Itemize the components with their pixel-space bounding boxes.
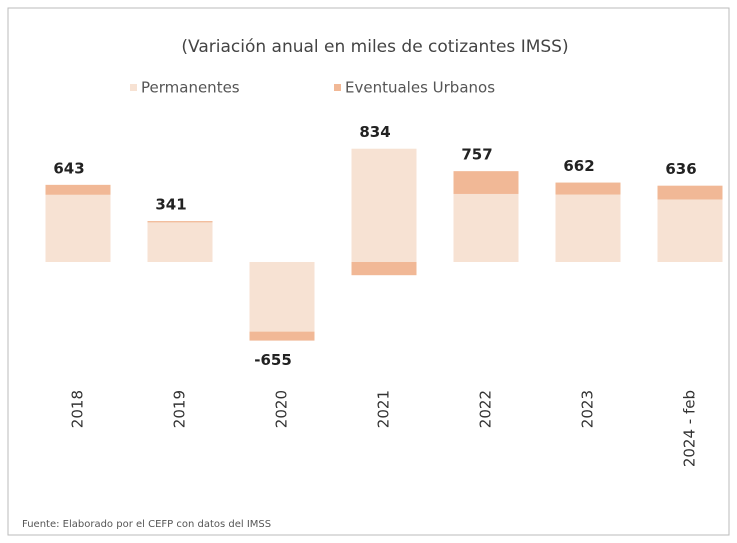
bar-segment [249, 262, 315, 332]
total-label: 636 [665, 160, 696, 178]
x-tick-label: 2019 [171, 390, 189, 428]
total-label: 834 [359, 123, 390, 141]
source-note: Fuente: Elaborado por el CEFP con datos … [22, 519, 271, 530]
chart-title: (Variación anual en miles de cotizantes … [181, 37, 568, 57]
bar-segment [555, 194, 621, 262]
total-label: 341 [155, 196, 186, 214]
x-tick-label: 2020 [273, 390, 291, 428]
legend-label: Eventuales Urbanos [345, 79, 495, 97]
legend-label: Permanentes [141, 79, 240, 97]
bar-segment [147, 222, 213, 262]
bar-segment [555, 182, 621, 195]
bar-segment [453, 171, 519, 194]
bar-segment [45, 194, 111, 262]
bar-segment [147, 221, 213, 223]
total-label: 757 [461, 146, 492, 164]
total-label: 662 [563, 157, 594, 175]
x-tick-label: 2023 [579, 390, 597, 428]
bar-segment [657, 185, 723, 200]
x-tick-label: 2018 [69, 390, 87, 428]
legend-swatch [130, 84, 137, 91]
bar-segment [453, 193, 519, 262]
frame [7, 7, 730, 536]
bar-segment [351, 148, 417, 262]
x-tick-label: 2022 [477, 390, 495, 428]
legend-swatch [334, 84, 341, 91]
bar-segment [45, 184, 111, 195]
total-label: 643 [53, 159, 84, 177]
x-tick-label: 2024 - feb [681, 390, 699, 467]
x-tick-label: 2021 [375, 390, 393, 428]
bar-segment [249, 331, 315, 341]
total-label: -655 [254, 351, 292, 369]
bar-segment [657, 199, 723, 262]
bar-segment [351, 262, 417, 276]
